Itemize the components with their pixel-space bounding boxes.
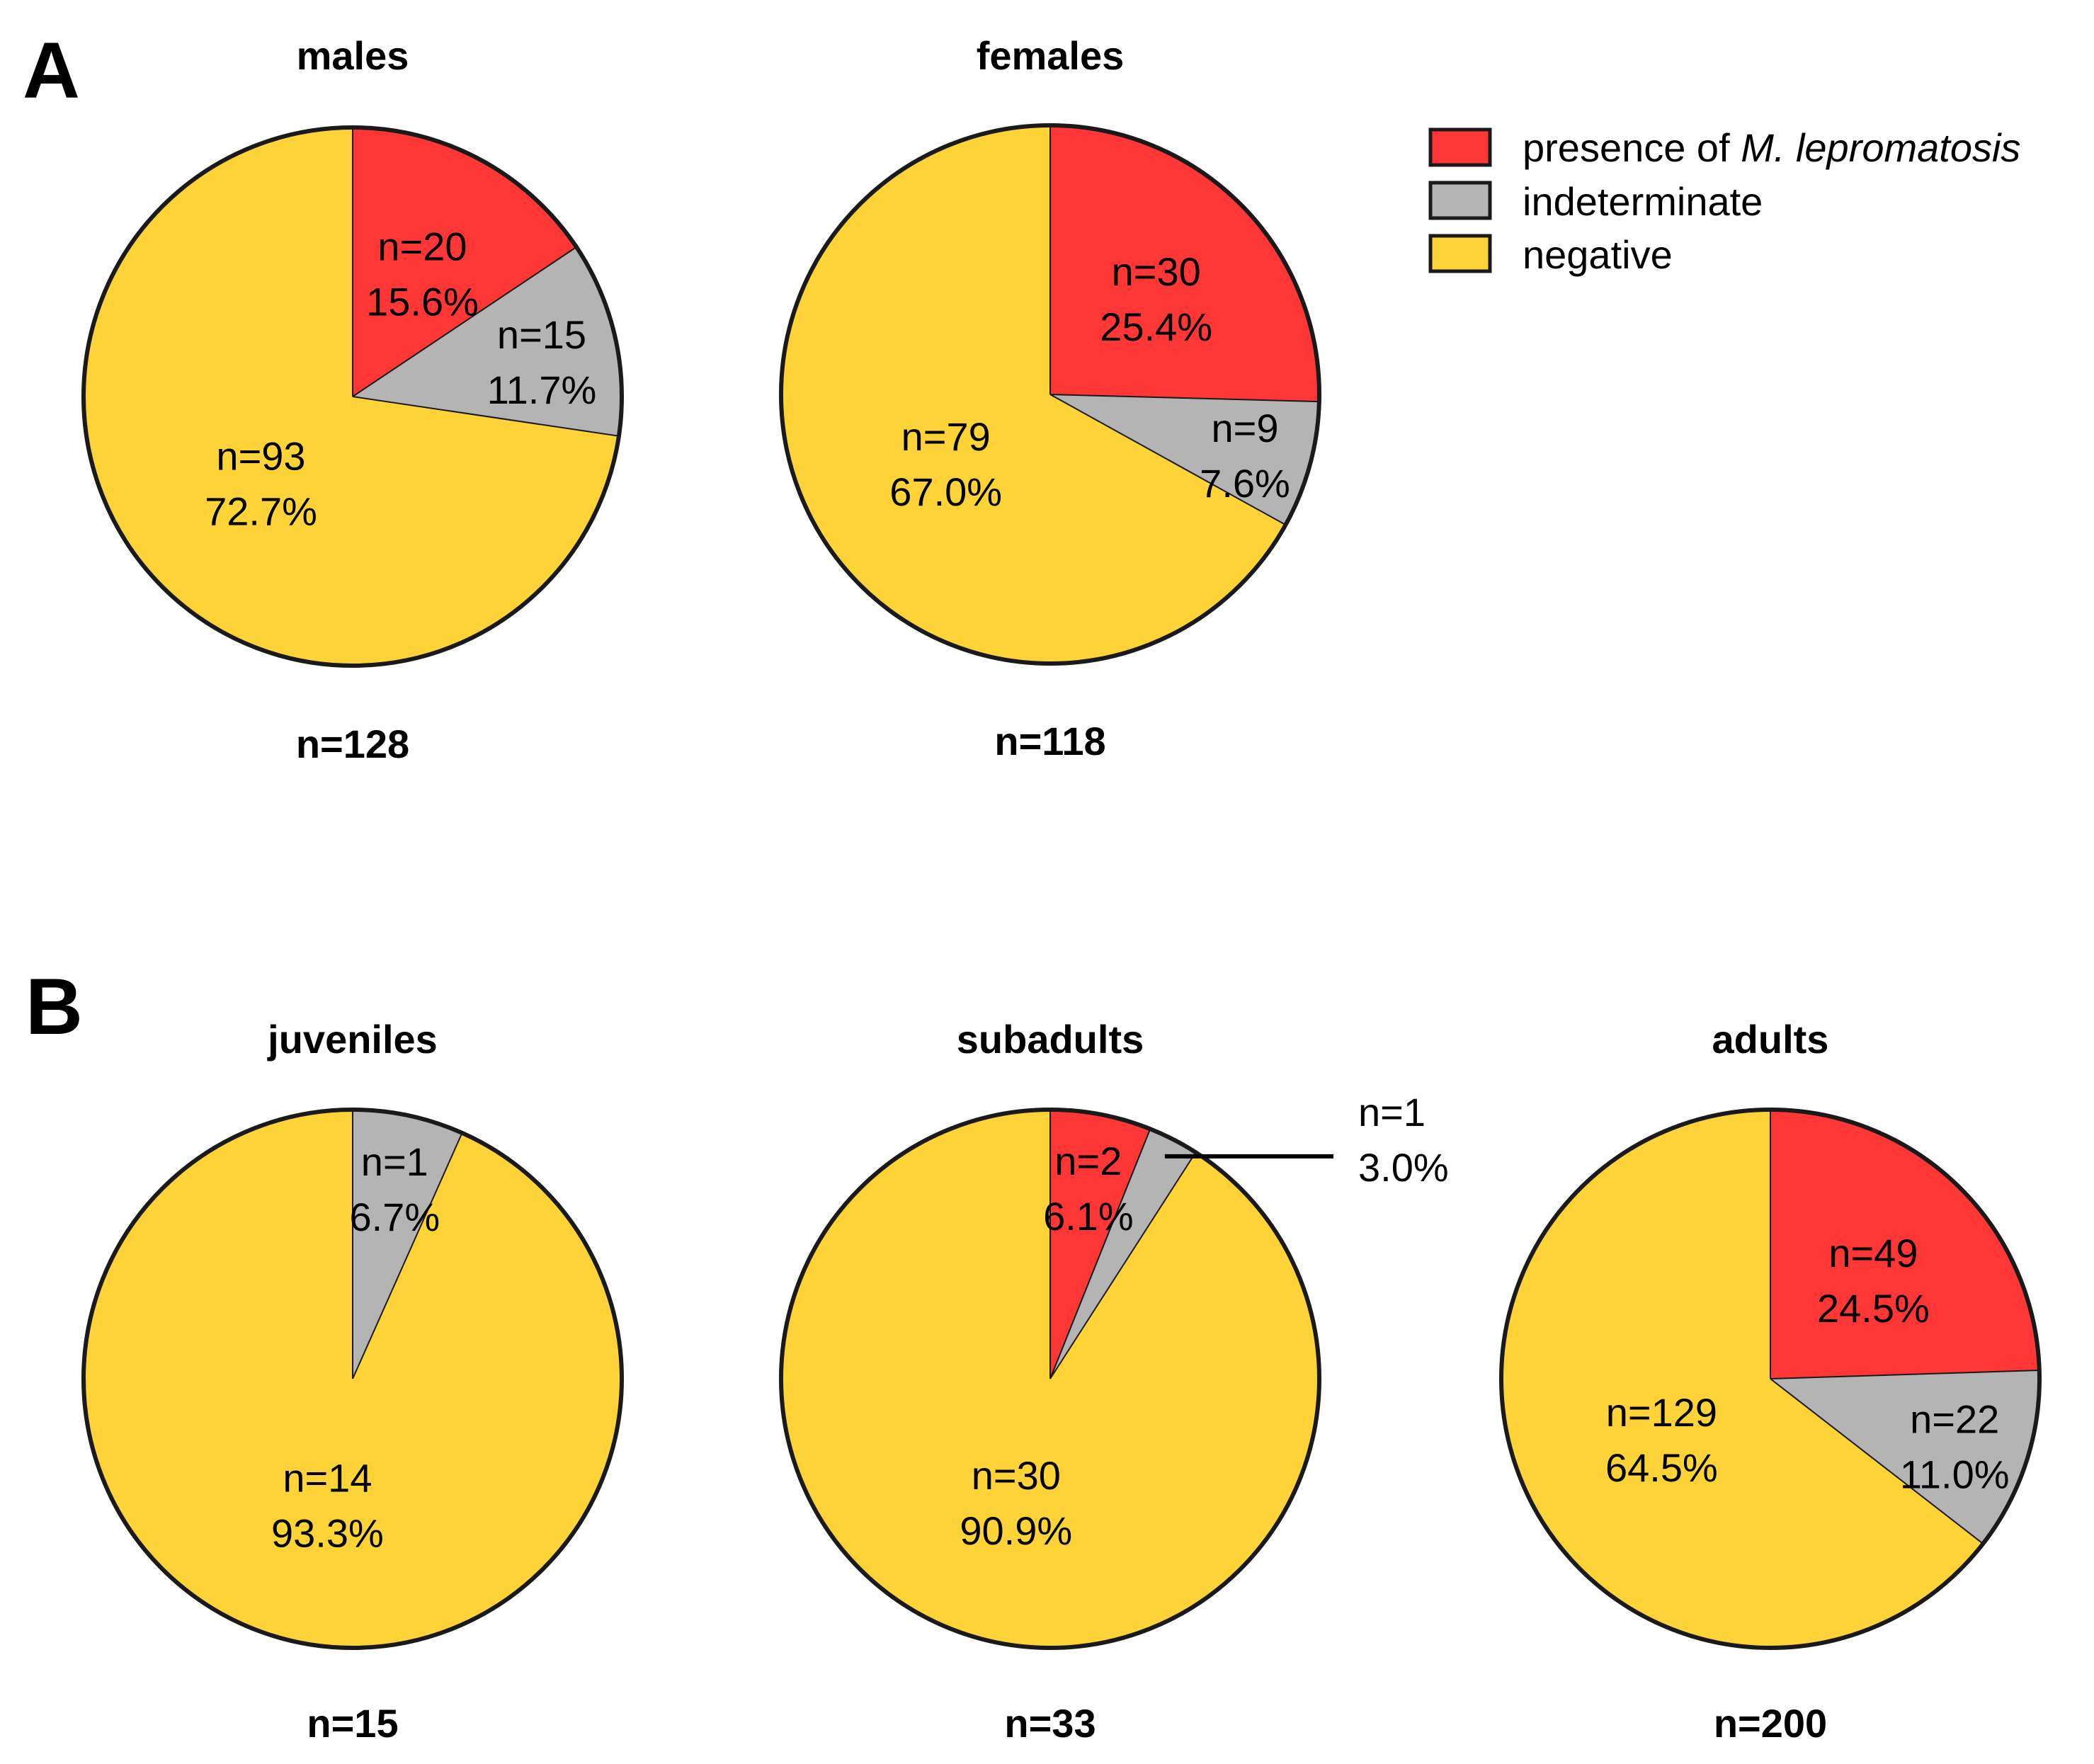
slice-label-percent: 6.1% <box>1043 1194 1134 1239</box>
slice-label-percent: 72.7% <box>205 489 317 534</box>
pie-chart-juveniles: juveniles n=15 n=1 6.7% n=14 93.3% <box>81 1017 624 1746</box>
slice-label-percent: 7.6% <box>1200 461 1290 506</box>
slice-label-count: n=30 <box>972 1453 1061 1498</box>
pie-outline <box>81 125 624 668</box>
chart-title: adults <box>1712 1017 1829 1062</box>
chart-title: juveniles <box>267 1017 438 1062</box>
pie-chart-females: females n=118 n=30 25.4% n=9 7.6% n=79 67.0% <box>779 33 1321 763</box>
slice-label-percent: 90.9% <box>960 1508 1072 1553</box>
pie-slice-negative <box>781 125 1286 664</box>
slice-label-count: n=22 <box>1910 1397 1999 1442</box>
pie-slice-indeterminate <box>353 246 622 436</box>
slice-label-count: n=20 <box>377 224 467 269</box>
slice-label-count: n=30 <box>1112 249 1201 294</box>
slice-divider <box>1770 1378 1984 1544</box>
panel-letter-a: A <box>23 26 80 115</box>
legend-label-negative: negative <box>1523 232 1673 277</box>
slice-divider <box>1049 1128 1151 1379</box>
legend-label-presence: presence of M. lepromatosis <box>1523 125 2020 170</box>
legend-swatch-presence <box>1428 127 1492 167</box>
slice-label-percent: 93.3% <box>271 1510 384 1555</box>
slice-label-percent: 6.7% <box>349 1195 440 1239</box>
slice-label-percent: 64.5% <box>1605 1445 1718 1490</box>
total-label: n=33 <box>1004 1701 1096 1746</box>
slice-label-percent: 11.7% <box>487 368 597 412</box>
slice-label-count: n=129 <box>1606 1390 1717 1435</box>
slice-label-percent: 67.0% <box>889 470 1002 514</box>
total-label: n=118 <box>994 719 1105 763</box>
legend-swatch-negative <box>1428 234 1492 273</box>
slice-label-percent: 15.6% <box>366 280 479 324</box>
pie-slice-indeterminate <box>1050 394 1319 525</box>
slice-label-percent: 11.0% <box>1900 1452 2010 1497</box>
slice-divider <box>352 1132 463 1379</box>
pie-slice-presence <box>1050 1110 1151 1379</box>
chart-title: subadults <box>957 1017 1144 1062</box>
slice-divider <box>1049 394 1319 403</box>
slice-divider <box>352 396 620 437</box>
slice-label-count: n=15 <box>497 312 586 357</box>
pie-chart-adults: adults n=200 n=49 24.5% n=22 11.0% n=129 64.5… <box>1499 1017 2042 1746</box>
pie-slice-negative <box>84 127 619 666</box>
slice-label-percent: 24.5% <box>1817 1286 1930 1331</box>
chart-title: males <box>297 33 409 78</box>
slice-label-count: n=79 <box>901 414 991 459</box>
legend-label-indeterminate: indeterminate <box>1523 179 1763 224</box>
total-label: n=128 <box>296 722 409 766</box>
chart-title: females <box>977 33 1125 78</box>
pie-slice-presence <box>353 127 576 397</box>
pie-slice-presence <box>1050 125 1320 402</box>
slice-divider <box>1770 1370 2039 1379</box>
pie-chart-subadults: subadults n=33 n=2 6.1% n=1 3.0% n=30 90.9% <box>779 1017 1449 1746</box>
total-label: n=15 <box>307 1701 398 1746</box>
pie-outline <box>81 1108 624 1650</box>
pie-slice-negative <box>1501 1110 1984 1649</box>
legend: presence of M. lepromatosis indeterminat… <box>1428 125 2020 277</box>
legend-swatch-indeterminate <box>1428 181 1492 220</box>
slice-label-count: n=1 <box>1358 1090 1426 1134</box>
slice-label-count: n=49 <box>1828 1231 1918 1275</box>
total-label: n=200 <box>1714 1701 1827 1746</box>
slice-label-count: n=2 <box>1054 1139 1122 1183</box>
slice-label-count: n=9 <box>1212 406 1279 450</box>
pie-outline <box>1499 1108 2042 1650</box>
panel-letter-b: B <box>25 962 83 1051</box>
pie-outline <box>779 123 1321 666</box>
pie-slice-indeterminate <box>1050 1129 1196 1379</box>
slice-divider <box>352 246 577 397</box>
pie-chart-males: males n=128 n=20 15.6% n=15 11.7% n=93 72.7% <box>81 33 624 766</box>
slice-divider <box>1049 1151 1197 1379</box>
pie-slice-presence <box>1770 1110 2039 1379</box>
slice-label-count: n=93 <box>216 434 305 479</box>
slice-label-percent: 3.0% <box>1358 1145 1449 1190</box>
pie-slice-indeterminate <box>353 1110 462 1379</box>
slice-label-count: n=14 <box>283 1455 372 1500</box>
pie-outline <box>779 1108 1321 1650</box>
pie-slice-indeterminate <box>1770 1370 2039 1544</box>
slice-label-count: n=1 <box>361 1139 428 1184</box>
slice-label-percent: 25.4% <box>1100 305 1212 349</box>
slice-divider <box>1049 394 1286 526</box>
